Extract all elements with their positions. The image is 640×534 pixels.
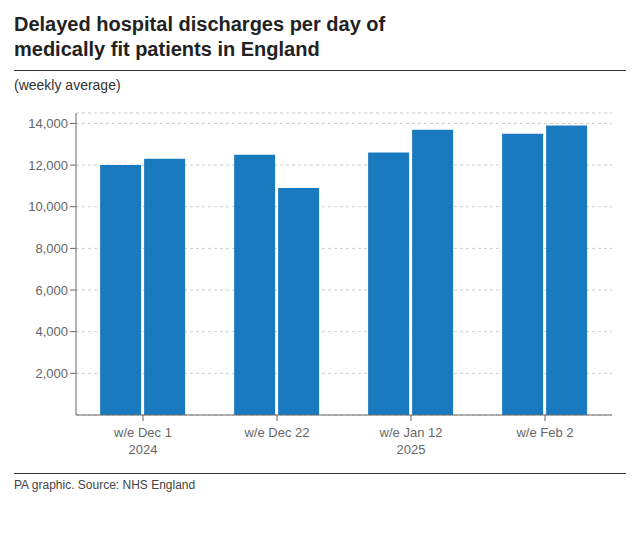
html-text:Delayed hospital discharges pe: Delayed hospital discharges per day of [14, 13, 386, 35]
svg-text:14,000: 14,000 [28, 116, 68, 131]
svg-text:10,000: 10,000 [28, 199, 68, 214]
svg-text:w/e Feb 2: w/e Feb 2 [515, 425, 573, 440]
svg-text:w/e Jan 122025: w/e Jan 122025 [379, 425, 443, 457]
svg-text:6,000: 6,000 [35, 283, 68, 298]
html-text:(weekly average): (weekly average) [14, 77, 121, 93]
svg-text:2,000: 2,000 [35, 366, 68, 381]
svg-text:8,000: 8,000 [35, 241, 68, 256]
svg-text:4,000: 4,000 [35, 324, 68, 339]
svg-text:w/e Dec 22: w/e Dec 22 [243, 425, 309, 440]
svg-text:w/e Dec 12024: w/e Dec 12024 [113, 425, 172, 457]
html-text:PA graphic. Source: NHS Englan: PA graphic. Source: NHS England [14, 478, 196, 492]
html-text:medically fit patients in Engl: medically fit patients in England [14, 38, 320, 60]
svg-text:12,000: 12,000 [28, 158, 68, 173]
